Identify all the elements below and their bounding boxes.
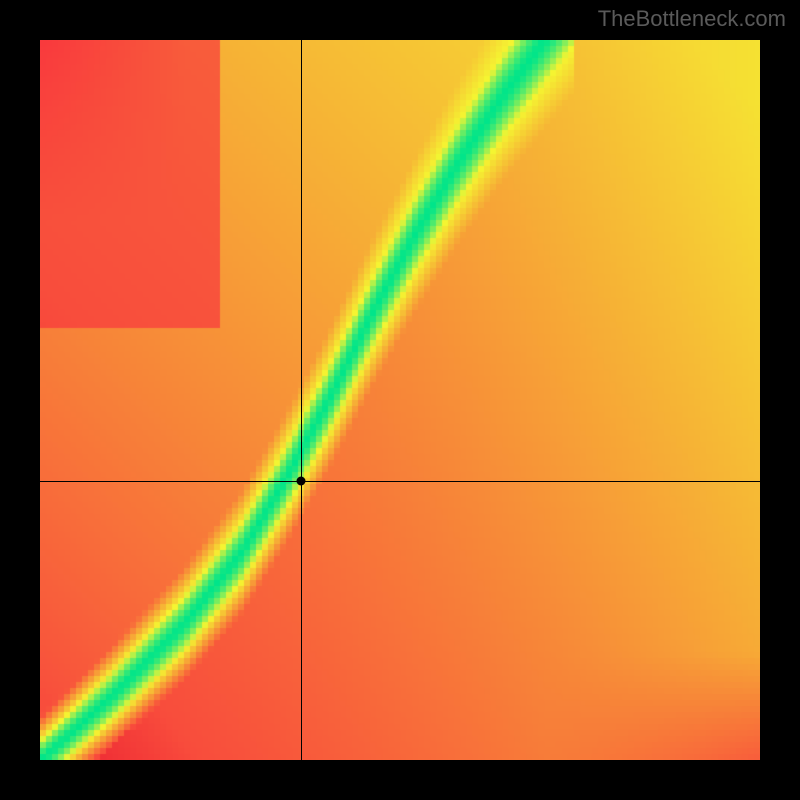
heatmap-canvas [40,40,760,760]
crosshair-marker [297,477,306,486]
heatmap-chart [40,40,760,760]
crosshair-vertical [301,40,302,760]
crosshair-horizontal [40,481,760,482]
watermark-text: TheBottleneck.com [598,6,786,32]
